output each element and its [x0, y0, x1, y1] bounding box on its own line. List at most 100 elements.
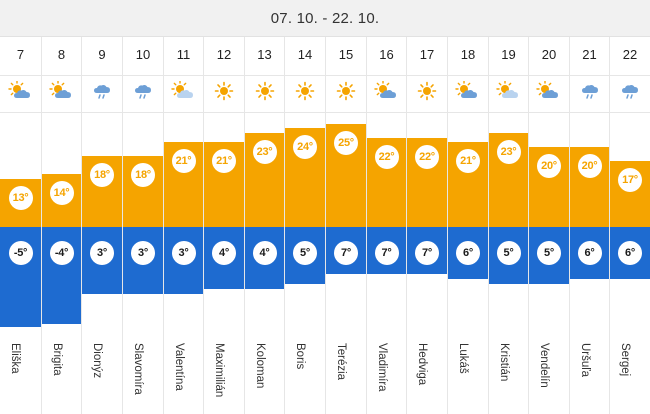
day-column[interactable]: 13 23° 4° Koloman: [244, 37, 284, 414]
name-day-label: Eliška: [9, 343, 25, 413]
day-number: 13: [257, 47, 272, 62]
day-number: 8: [57, 47, 66, 62]
name-day-label: Maximilián: [213, 343, 229, 413]
name-day-text: Hedviga: [416, 343, 428, 386]
sun-icon: [204, 80, 244, 102]
name-day-label: Slavomíra: [132, 343, 148, 413]
day-number: 14: [297, 47, 313, 62]
day-column[interactable]: 16 22° 7° Vladimíra: [366, 37, 406, 414]
name-day-label: Hedviga: [416, 343, 432, 413]
sun-cloud-icon: [489, 80, 528, 102]
day-number: 11: [176, 47, 191, 62]
low-temp-label: 6°: [577, 241, 602, 265]
low-temp-label: 4°: [212, 241, 236, 265]
high-temp-label: 22°: [374, 144, 399, 169]
high-temp-label: 20°: [577, 153, 602, 178]
date-range-header: 07. 10. - 22. 10.: [0, 0, 650, 37]
low-temp-label: 3°: [90, 241, 114, 265]
low-temp-label: 7°: [334, 241, 358, 265]
high-temp-label: 20°: [537, 153, 561, 178]
low-temp-label: 6°: [618, 241, 642, 265]
day-column[interactable]: 22 17° 6° Sergej: [609, 37, 650, 414]
partly-cloudy-icon: [448, 80, 488, 102]
low-temp-label: 7°: [415, 241, 439, 265]
day-number: 18: [460, 47, 476, 62]
high-temp-label: 18°: [90, 163, 114, 187]
low-temp-label: 3°: [131, 241, 155, 265]
name-day-text: Kristián: [498, 343, 510, 382]
forecast-chart: 7 13° -5° Eliška 8 14° -4° Brigita 9 18° 3° Dion…: [0, 37, 650, 414]
rain-cloud-icon: [123, 80, 163, 102]
partly-cloudy-icon: [42, 80, 81, 102]
name-day-label: Kristián: [498, 343, 514, 413]
sun-icon: [285, 80, 325, 102]
day-column[interactable]: 19 23° 5° Kristián: [488, 37, 528, 414]
name-day-label: Lukáš: [457, 343, 473, 413]
sun-icon: [245, 80, 284, 102]
day-column[interactable]: 9 18° 3° Dionýz: [81, 37, 122, 414]
high-temp-label: 21°: [171, 149, 196, 174]
day-column[interactable]: 20 20° 5° Vendelín: [528, 37, 569, 414]
day-column[interactable]: 17 22° 7° Hedviga: [406, 37, 447, 414]
high-temp-label: 13°: [8, 186, 33, 210]
day-number: 21: [582, 47, 597, 62]
rain-cloud-icon: [570, 80, 609, 102]
high-temp-label: 14°: [49, 181, 74, 206]
day-column[interactable]: 7 13° -5° Eliška: [0, 37, 41, 414]
low-temp-label: 5°: [293, 241, 317, 265]
day-column[interactable]: 21 20° 6° Uršuľa: [569, 37, 609, 414]
name-day-text: Maximilián: [213, 343, 225, 398]
low-temp-label: -5°: [8, 241, 33, 265]
day-number: 9: [98, 47, 106, 62]
sun-icon: [407, 80, 447, 102]
name-day-text: Brigita: [51, 343, 63, 376]
low-temp-label: 3°: [171, 241, 196, 265]
rain-cloud-icon: [610, 80, 650, 102]
day-number: 22: [622, 47, 638, 62]
day-number: 19: [501, 47, 516, 62]
high-temp-label: 24°: [293, 135, 317, 160]
day-number: 17: [419, 47, 435, 62]
name-day-text: Boris: [294, 343, 306, 370]
day-column[interactable]: 10 18° 3° Slavomíra: [122, 37, 163, 414]
rain-cloud-icon: [82, 80, 122, 102]
low-temp-label: 5°: [537, 241, 561, 265]
name-day-text: Terézia: [335, 343, 347, 381]
name-day-label: Terézia: [335, 343, 351, 413]
day-number: 15: [338, 47, 354, 62]
day-column[interactable]: 18 21° 6° Lukáš: [447, 37, 488, 414]
name-day-text: Sergej: [619, 343, 631, 377]
name-day-label: Brigita: [51, 343, 67, 413]
low-temp-label: 5°: [496, 241, 521, 265]
name-day-text: Valentína: [173, 343, 185, 391]
high-temp-label: 21°: [456, 149, 480, 174]
name-day-text: Uršuľa: [579, 343, 591, 378]
high-temp-label: 18°: [131, 163, 155, 187]
day-number: 7: [16, 47, 25, 62]
name-day-text: Lukáš: [457, 343, 469, 374]
day-number: 10: [135, 47, 151, 62]
day-number: 16: [379, 47, 394, 62]
day-column[interactable]: 14 24° 5° Boris: [284, 37, 325, 414]
name-day-label: Boris: [294, 343, 310, 413]
sun-icon: [326, 80, 366, 102]
day-number: 20: [541, 47, 557, 62]
day-column[interactable]: 8 14° -4° Brigita: [41, 37, 81, 414]
name-day-text: Vladimíra: [376, 343, 388, 392]
high-temp-label: 17°: [618, 167, 642, 192]
name-day-text: Slavomíra: [132, 343, 144, 395]
low-temp-label: 7°: [374, 241, 399, 265]
low-temp-label: 6°: [456, 241, 480, 265]
name-day-label: Dionýz: [91, 343, 107, 413]
day-column[interactable]: 15 25° 7° Terézia: [325, 37, 366, 414]
day-column[interactable]: 11 21° 3° Valentína: [163, 37, 203, 414]
partly-cloudy-icon: [367, 80, 406, 102]
high-temp-label: 21°: [212, 149, 236, 174]
name-day-label: Vladimíra: [376, 343, 392, 413]
name-day-text: Eliška: [9, 343, 21, 374]
day-column[interactable]: 12 21° 4° Maximilián: [203, 37, 244, 414]
day-number: 12: [216, 47, 232, 62]
high-temp-label: 25°: [334, 130, 358, 155]
name-day-text: Koloman: [254, 343, 266, 389]
high-temp-label: 23°: [252, 140, 277, 164]
